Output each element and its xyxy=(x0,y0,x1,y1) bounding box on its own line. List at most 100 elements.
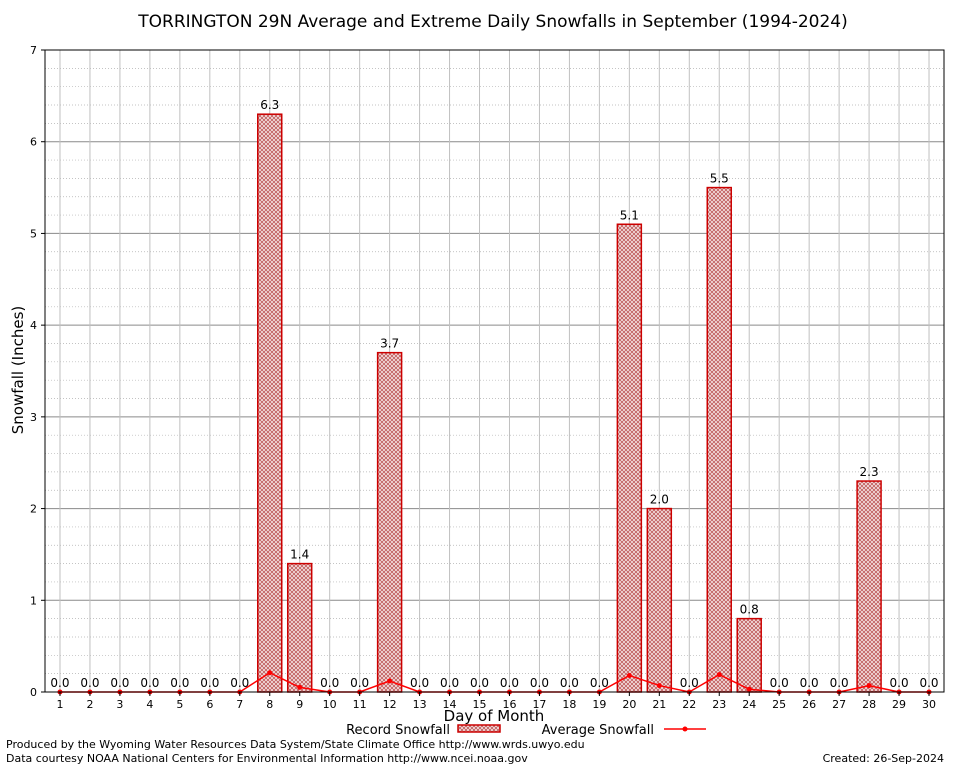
data-label-day-18: 0.0 xyxy=(560,676,579,690)
legend-average-label: Average Snowfall xyxy=(542,723,654,738)
data-label-day-12: 3.7 xyxy=(380,337,399,351)
x-tick-label: 9 xyxy=(296,698,303,711)
data-label-day-9: 1.4 xyxy=(290,548,309,562)
x-tick-label: 13 xyxy=(413,698,427,711)
y-tick-labels: 0 1 2 3 4 5 6 7 xyxy=(30,44,37,699)
x-tick-label: 22 xyxy=(682,698,696,711)
x-tick-label: 25 xyxy=(772,698,786,711)
data-label-day-7: 0.0 xyxy=(230,676,249,690)
data-label-day-5: 0.0 xyxy=(170,676,189,690)
data-label-day-16: 0.0 xyxy=(500,676,519,690)
x-tick-label: 10 xyxy=(323,698,337,711)
data-label-day-8: 6.3 xyxy=(260,98,279,112)
y-tick-label: 5 xyxy=(30,227,37,240)
bar-record-day-12 xyxy=(376,351,403,693)
average-point-day-8 xyxy=(267,670,273,676)
data-label-day-13: 0.0 xyxy=(410,676,429,690)
average-point-day-24 xyxy=(746,686,752,692)
x-tick-label: 27 xyxy=(832,698,846,711)
average-point-day-12 xyxy=(387,678,393,684)
x-tick-label: 14 xyxy=(443,698,457,711)
data-label-day-28: 2.3 xyxy=(860,465,879,479)
data-label-day-2: 0.0 xyxy=(80,676,99,690)
y-tick-label: 7 xyxy=(30,44,37,57)
bar-record-day-9 xyxy=(286,562,313,693)
plot-frame xyxy=(44,49,945,693)
y-tick-label: 0 xyxy=(30,686,37,699)
data-label-day-26: 0.0 xyxy=(800,676,819,690)
data-label-day-17: 0.0 xyxy=(530,676,549,690)
x-tick-label: 17 xyxy=(532,698,546,711)
data-label-day-23: 5.5 xyxy=(710,172,729,186)
y-tick-label: 3 xyxy=(30,411,37,424)
data-label-day-11: 0.0 xyxy=(350,676,369,690)
y-tick-label: 4 xyxy=(30,319,37,332)
x-tick-label: 12 xyxy=(383,698,397,711)
x-tick-label: 8 xyxy=(266,698,273,711)
legend: Record Snowfall Average Snowfall xyxy=(346,723,706,738)
average-point-day-20 xyxy=(626,672,632,678)
data-label-day-20: 5.1 xyxy=(620,208,639,222)
y-axis-label: Snowfall (Inches) xyxy=(9,306,27,434)
data-label-day-27: 0.0 xyxy=(830,676,849,690)
average-point-day-21 xyxy=(656,683,662,689)
bar-record-day-20 xyxy=(616,223,643,693)
legend-record-swatch xyxy=(457,724,501,733)
x-tick-label: 4 xyxy=(146,698,153,711)
grid xyxy=(45,49,944,693)
x-tick-label: 29 xyxy=(892,698,906,711)
y-tick-label: 1 xyxy=(30,594,37,607)
data-label-day-21: 2.0 xyxy=(650,493,669,507)
x-tick-labels: 1 2 3 4 5 6 7 8 9 10 11 12 13 14 15 16 17 18 19 20 21 22 23 24 2… xyxy=(56,698,936,711)
x-tick-label: 24 xyxy=(742,698,756,711)
x-tick-label: 20 xyxy=(622,698,636,711)
bar-record-day-21 xyxy=(646,507,673,693)
data-label-day-24: 0.8 xyxy=(740,603,759,617)
x-tick-label: 30 xyxy=(922,698,936,711)
data-label-day-6: 0.0 xyxy=(200,676,219,690)
x-tick-label: 2 xyxy=(86,698,93,711)
data-label-day-1: 0.0 xyxy=(50,676,69,690)
x-tick-label: 7 xyxy=(236,698,243,711)
bar-record-day-28 xyxy=(856,480,882,693)
x-tick-label: 18 xyxy=(562,698,576,711)
x-tick-label: 11 xyxy=(353,698,367,711)
x-tick-label: 28 xyxy=(862,698,876,711)
y-tick-label: 2 xyxy=(30,503,37,516)
data-label-day-10: 0.0 xyxy=(320,676,339,690)
average-point-day-28 xyxy=(866,683,872,689)
x-tick-label: 19 xyxy=(592,698,606,711)
x-tick-label: 5 xyxy=(176,698,183,711)
data-label-day-25: 0.0 xyxy=(770,676,789,690)
legend-average-marker xyxy=(682,726,688,732)
footer-data-courtesy: Data courtesy NOAA National Centers for … xyxy=(6,752,528,765)
x-tick-label: 26 xyxy=(802,698,816,711)
y-tick-label: 6 xyxy=(30,136,37,149)
x-tick-label: 21 xyxy=(652,698,666,711)
x-tick-label: 23 xyxy=(712,698,726,711)
average-point-day-23 xyxy=(716,672,722,678)
chart-title: TORRINGTON 29N Average and Extreme Daily… xyxy=(137,12,847,32)
axes xyxy=(41,49,945,696)
data-label-day-29: 0.0 xyxy=(890,676,909,690)
bar-record-day-24 xyxy=(736,617,762,693)
bars xyxy=(257,113,882,693)
x-tick-label: 16 xyxy=(502,698,516,711)
x-tick-label: 1 xyxy=(56,698,63,711)
data-label-day-30: 0.0 xyxy=(919,676,938,690)
x-axis-label: Day of Month xyxy=(444,707,545,725)
data-labels: 0.0 0.0 0.0 0.0 0.0 0.0 0.0 6.3 1.4 0.0 0.0 3.7 0.0 0… xyxy=(50,98,938,690)
data-label-day-4: 0.0 xyxy=(140,676,159,690)
bar-record-day-8 xyxy=(257,113,283,693)
data-label-day-3: 0.0 xyxy=(110,676,129,690)
data-label-day-22: 0.0 xyxy=(680,676,699,690)
x-tick-label: 3 xyxy=(116,698,123,711)
x-tick-label: 15 xyxy=(473,698,487,711)
bar-record-day-23 xyxy=(706,186,732,693)
data-label-day-19: 0.0 xyxy=(590,676,609,690)
footer-produced-by: Produced by the Wyoming Water Resources … xyxy=(6,738,585,751)
average-point-day-9 xyxy=(297,684,303,690)
legend-record-label: Record Snowfall xyxy=(346,723,450,738)
data-label-day-14: 0.0 xyxy=(440,676,459,690)
